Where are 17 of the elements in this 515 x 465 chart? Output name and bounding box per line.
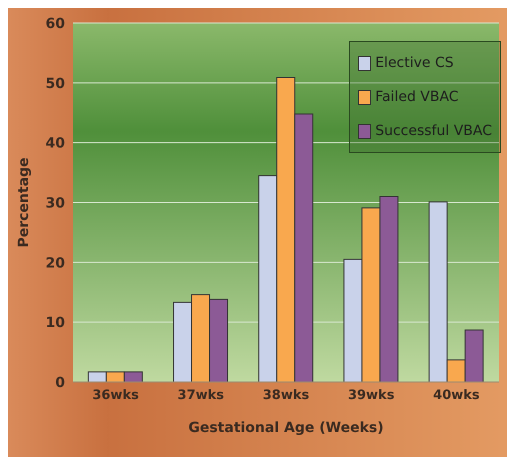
- x-tick-label: 38wks: [262, 388, 310, 404]
- y-tick-label: 10: [46, 315, 66, 332]
- y-tick-label: 40: [46, 136, 66, 152]
- y-axis-title: Percentage: [16, 157, 32, 248]
- legend-label: Failed VBAC: [375, 89, 459, 105]
- y-tick-label: 20: [46, 255, 66, 272]
- y-tick-label: 50: [46, 76, 66, 92]
- y-tick-label: 0: [55, 374, 66, 391]
- legend-label: Elective CS: [375, 55, 454, 71]
- x-tick-label: 40wks: [433, 388, 480, 404]
- legend-label: Successful VBAC: [375, 123, 492, 139]
- y-tick-label: 60: [46, 16, 66, 32]
- y-tick-label: 30: [46, 195, 66, 212]
- x-axis-title: Gestational Age (Weeks): [188, 420, 384, 436]
- x-tick-label: 39wks: [348, 388, 395, 404]
- x-tick-label: 36wks: [92, 388, 140, 404]
- x-tick-label: 37wks: [178, 388, 224, 404]
